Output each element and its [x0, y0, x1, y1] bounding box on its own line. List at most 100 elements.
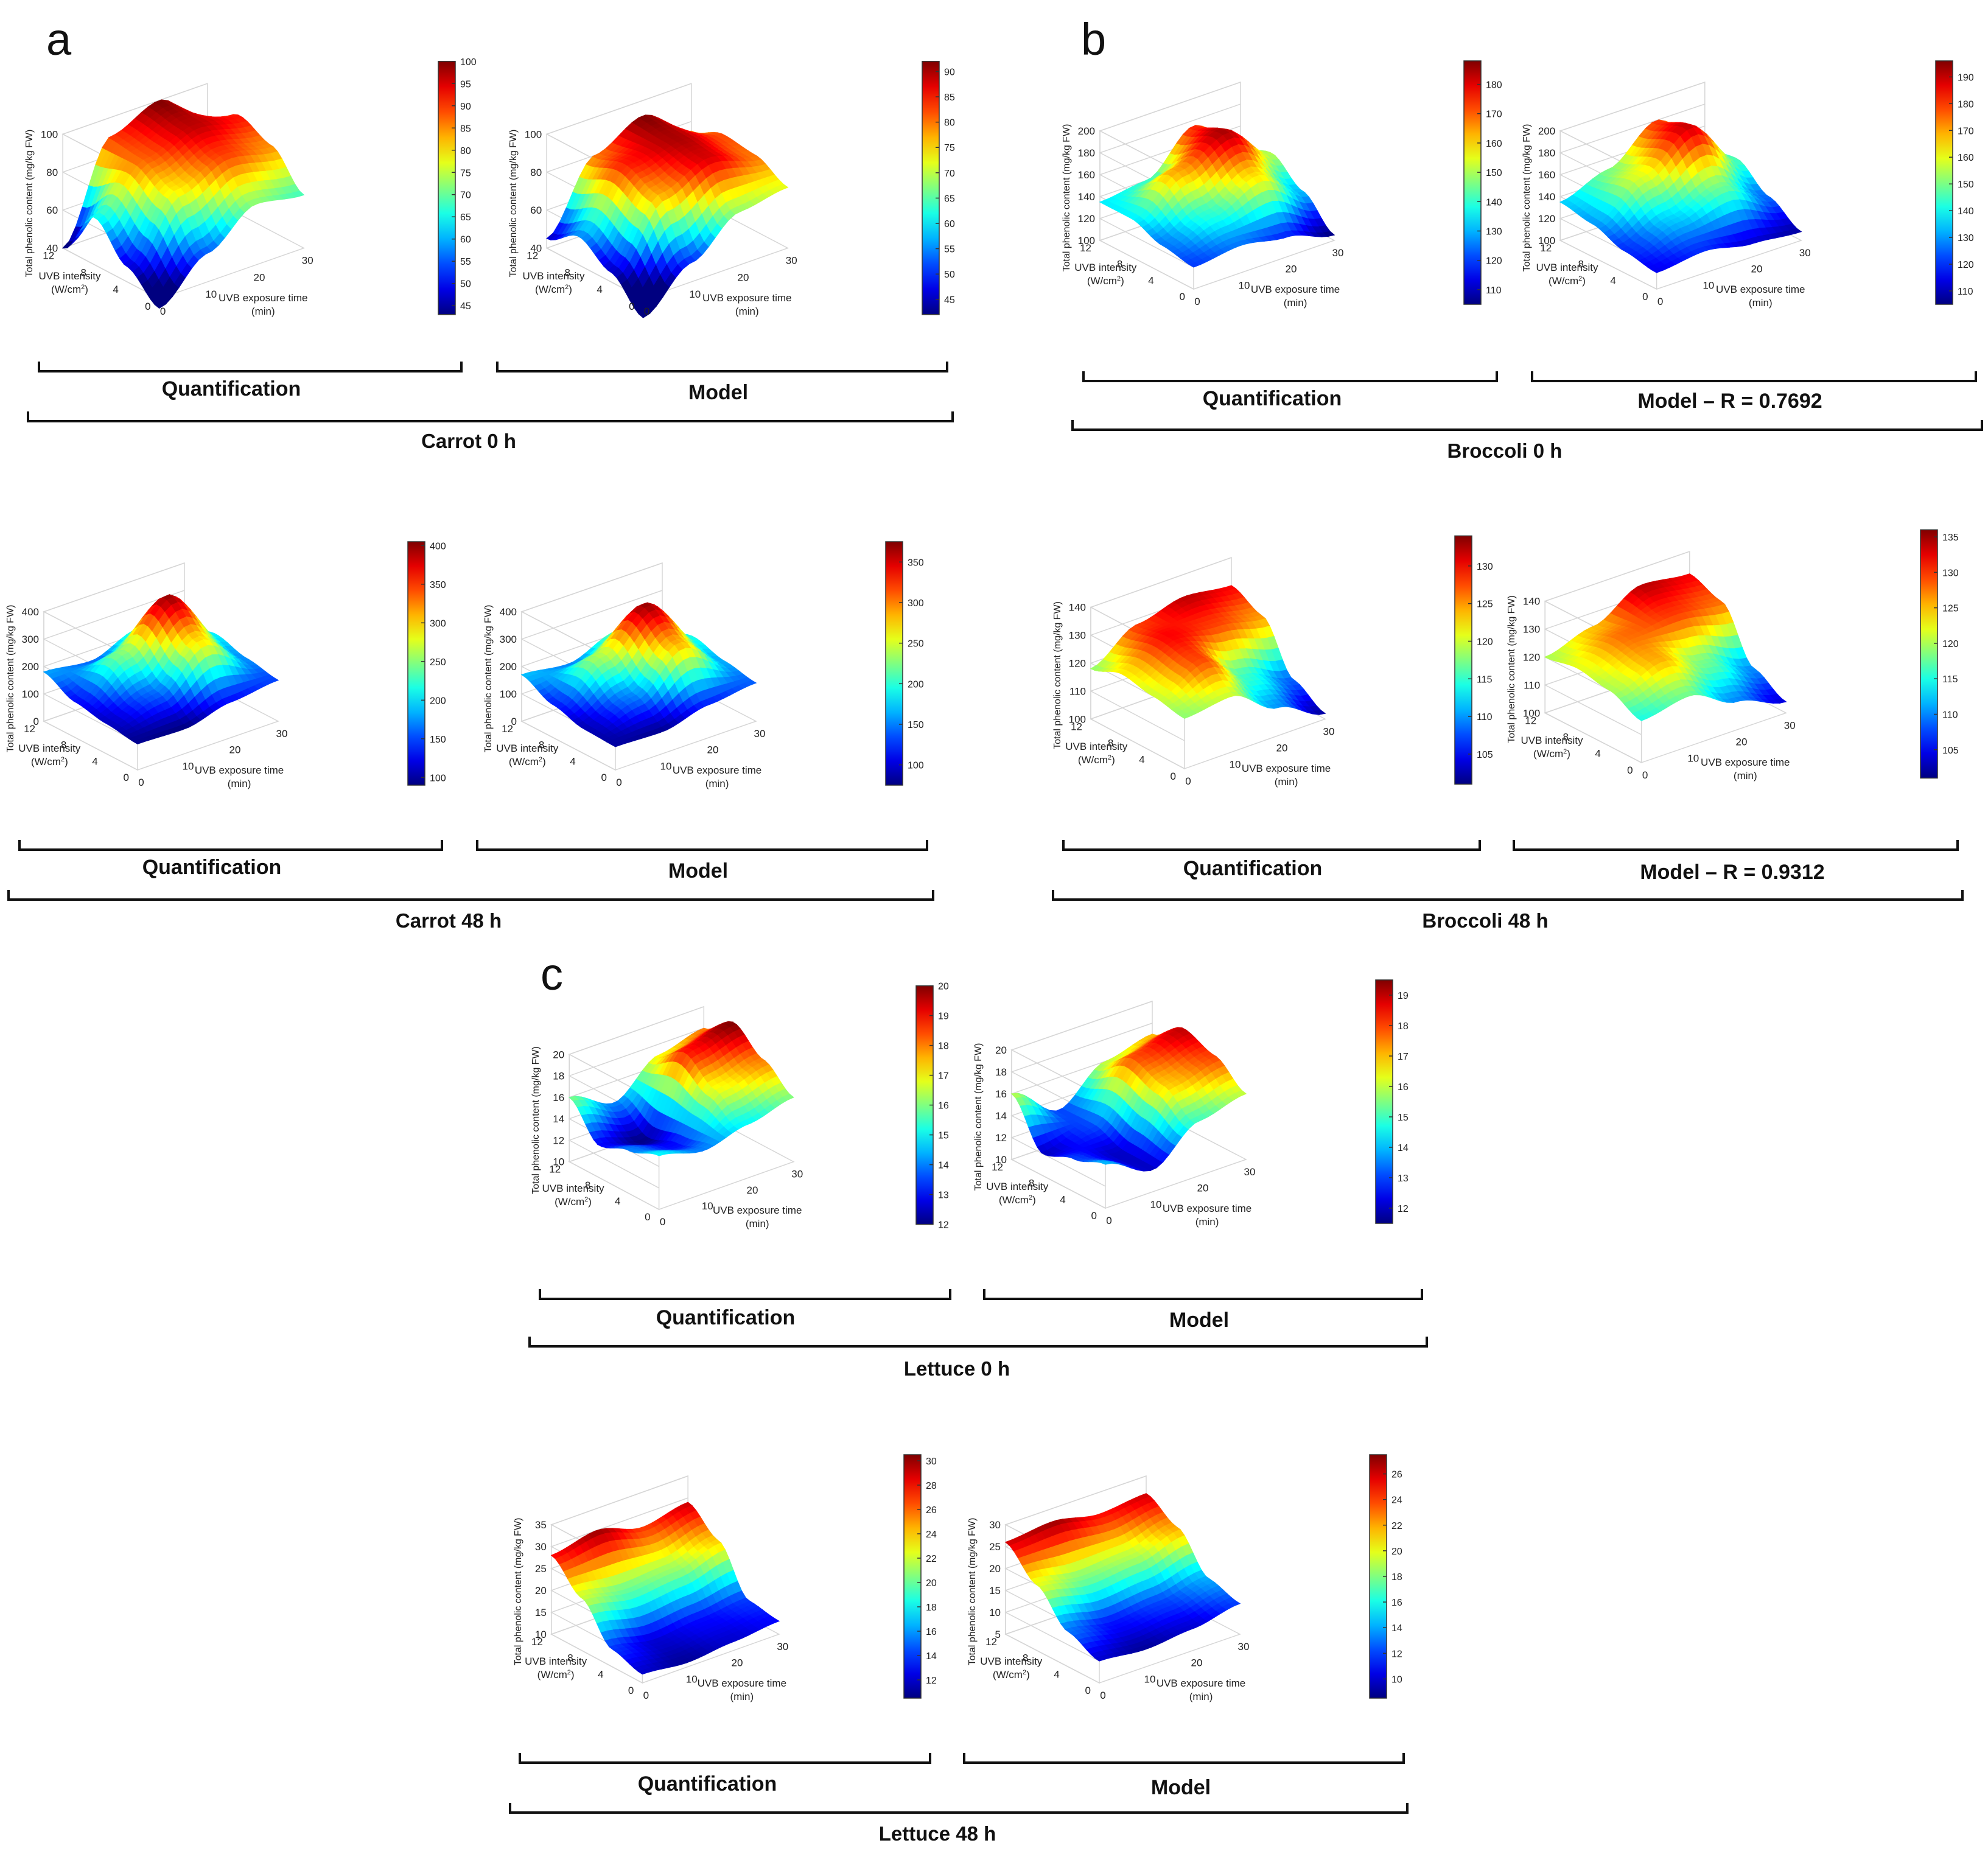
carrot-48-quant-xlabel: UVB exposure time: [195, 764, 284, 776]
carrot-0-quant-cbtick: 65: [460, 212, 471, 223]
carrot-48-model-ytick: 0: [601, 772, 607, 783]
carrot-0-quant-zlabel: Total phenolic content (mg/kg FW): [24, 130, 35, 278]
lettuce-0-quant-ylabel-unit: (W/cm2): [555, 1196, 592, 1208]
broccoli-48-quant-ylabel: UVB intensity: [1065, 741, 1128, 752]
broccoli-0-quant-ytick: 12: [1080, 242, 1091, 254]
broccoli-48-quant-surface: [1090, 585, 1326, 719]
carrot-0-quant-cbtick: 100: [460, 57, 477, 68]
broccoli-0-model-ztick: 180: [1538, 147, 1555, 159]
broccoli-0-model-ytick: 0: [1642, 291, 1648, 303]
panel-letter-a: a: [46, 14, 72, 65]
lettuce-0-quant-ytick: 0: [645, 1211, 650, 1223]
broccoli-48-model-cbtick: 130: [1942, 568, 1959, 578]
lettuce-0-quant-zgrid: [568, 1006, 704, 1103]
broccoli-0-quant-ztick: 100: [1078, 235, 1095, 247]
carrot-0-model-cbtick: 65: [944, 194, 955, 204]
carrot-48-model-ztick: 200: [500, 661, 517, 673]
broccoli-48-quant-ztick: 110: [1069, 685, 1086, 697]
broccoli-0-quant-xtick: 20: [1286, 264, 1297, 275]
carrot-48-model-zlabel: Total phenolic content (mg/kg FW): [483, 605, 494, 753]
broccoli-0-model-zlabel: Total phenolic content (mg/kg FW): [1522, 124, 1532, 272]
broccoli-48-model-cbtick: 110: [1942, 710, 1958, 720]
carrot-0-model-xtick: 20: [738, 271, 749, 283]
plot-broccoli-48-quant: 100 110 120 130 140 Total phenolic content (m…: [1052, 523, 1493, 834]
lettuce-0-quant-cbtick: 12: [938, 1220, 949, 1231]
carrot-48-model-ztick: 400: [500, 606, 517, 618]
carrot-0-model-cbtick: 90: [944, 67, 955, 77]
carrot-0-model-ztick: 80: [530, 167, 542, 178]
broccoli-0-quant-ytick: 8: [1117, 259, 1122, 270]
carrot-0-quant-ylabel: UVB intensity: [38, 270, 101, 282]
broccoli-48-model-colorbar: [1920, 529, 1938, 779]
broccoli-0-quant-cbtick: 120: [1486, 256, 1502, 267]
lettuce-0-quant-xtick: 20: [747, 1184, 758, 1196]
broccoli-48-model-xtick: 20: [1736, 736, 1748, 748]
broccoli-0-quant-xlabel: UVB exposure time: [1251, 284, 1340, 295]
broccoli-48-model-patch: [1774, 698, 1787, 704]
lettuce-0-quant-cbtick: 20: [938, 982, 949, 992]
carrot-48-model-xlabel-unit: (min): [705, 778, 729, 789]
lettuce-0-quant-ztick: 14: [553, 1113, 564, 1125]
carrot-0-model-cbtick: 55: [944, 245, 955, 255]
carrot-0-model-surface: [545, 114, 789, 318]
broccoli-0-model-cbtick: 160: [1958, 153, 1974, 163]
lettuce-0-quant-cbtick: 14: [938, 1161, 949, 1171]
broccoli-0-quant-xlabel-unit: (min): [1284, 297, 1307, 309]
carrot-0-quant-xtick: 20: [254, 271, 265, 283]
broccoli-48-model-xtick: 0: [1642, 769, 1648, 781]
carrot-0-model-colorbar: [922, 61, 940, 315]
carrot-0-model-patch: [775, 184, 789, 191]
carrot-0-model-ztick: 60: [530, 205, 542, 216]
broccoli-0-quant-cbtick: 150: [1486, 168, 1502, 178]
broccoli-0-model-cbtick: 150: [1958, 180, 1974, 190]
carrot-48-quant-surface: [43, 594, 279, 744]
carrot-48-quant-ylabel: UVB intensity: [18, 743, 81, 754]
broccoli-48-quant-ztick: 130: [1069, 630, 1086, 642]
plot-broccoli-0-model: 100 120 140 160 180 200 Total phenolic content…: [1522, 49, 1974, 353]
plot-carrot-0-model: 40 60 80 100 Total phenolic content (mg/kg F…: [508, 49, 959, 365]
broccoli-0-model-ztick: 140: [1538, 191, 1555, 203]
broccoli-0-model-ztick: 200: [1538, 125, 1555, 137]
carrot-48-model-cbtick: 100: [908, 761, 924, 771]
carrot-48-model-cbtick: 300: [908, 598, 924, 609]
broccoli-48-quant-ytick: 4: [1139, 754, 1144, 766]
carrot-48-model-ytick: 12: [502, 723, 513, 735]
broccoli-0-model-xlabel: UVB exposure time: [1716, 284, 1805, 295]
lettuce-0-quant-ytick: 4: [615, 1195, 620, 1207]
carrot-0-model-ylabel-unit: (W/cm2): [535, 284, 572, 295]
broccoli-0-model-colorbar: [1935, 60, 1953, 305]
broccoli-0-quant-xtick: 10: [1239, 279, 1250, 291]
carrot-0-model-cbtick: 60: [944, 219, 955, 229]
broccoli-48-quant-xlabel-unit: (min): [1275, 776, 1298, 788]
lettuce-0-quant-cbtick: 15: [938, 1131, 949, 1141]
broccoli-48-quant-cbtick: 115: [1477, 674, 1493, 685]
broccoli-48-quant-xtick: 10: [1230, 759, 1241, 771]
broccoli-48-quant-ztick: 120: [1069, 658, 1086, 670]
panel-letter-b: b: [1081, 14, 1107, 65]
lettuce-0-quant-xtick: 10: [702, 1200, 713, 1212]
broccoli-48-model-ztick: 120: [1523, 652, 1540, 663]
broccoli-0-model-cbtick: 140: [1958, 206, 1974, 217]
carrot-0-model-ytick: 12: [527, 250, 538, 262]
lettuce-0-quant-cbtick: 16: [938, 1101, 949, 1111]
carrot-48-model-xtick: 20: [707, 744, 719, 756]
carrot-48-model-ztick: 300: [500, 634, 517, 645]
broccoli-48-quant-ytick: 8: [1108, 738, 1113, 749]
carrot-0-model-ytick: 0: [629, 301, 634, 312]
broccoli-48-quant-xtick: 30: [1323, 726, 1335, 737]
lettuce-0-quant-cbtick: 18: [938, 1041, 949, 1052]
carrot-48-model-patch: [744, 680, 757, 686]
broccoli-48-model-ylabel-unit: (W/cm2): [1533, 748, 1570, 760]
carrot-0-model-cbtick: 85: [944, 93, 955, 103]
broccoli-0-model-xtick: 10: [1703, 279, 1714, 291]
lettuce-0-quant-cbtick: 19: [938, 1012, 949, 1022]
broccoli-0-model-surface: [1559, 119, 1802, 273]
carrot-0-quant-ytick: 8: [81, 267, 86, 278]
broccoli-48-model-cbtick: 125: [1942, 604, 1959, 614]
carrot-48-quant-xtick: 0: [138, 777, 144, 788]
carrot-48-model-ylabel-unit: (W/cm2): [509, 756, 546, 768]
carrot-48-quant-cbtick: 100: [430, 773, 446, 783]
